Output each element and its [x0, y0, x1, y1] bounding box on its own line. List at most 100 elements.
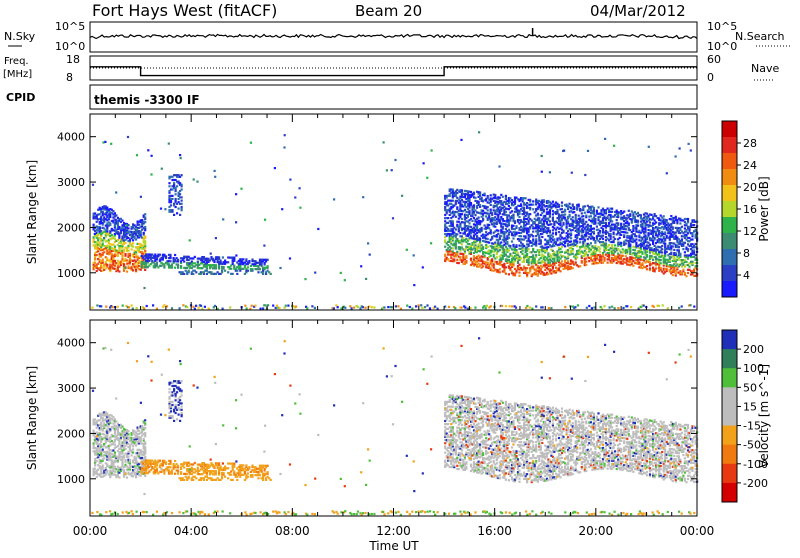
colorbar-tick-label: 24 — [743, 159, 757, 172]
heatmap-cell — [499, 271, 501, 273]
heatmap-cell — [181, 188, 183, 190]
heatmap-cell — [434, 306, 436, 308]
heatmap-cell — [572, 204, 574, 206]
heatmap-cell — [681, 226, 683, 228]
colorbar-cell — [722, 185, 737, 202]
heatmap-cell — [559, 258, 561, 260]
heatmap-cell — [564, 213, 566, 215]
heatmap-cell — [574, 306, 576, 308]
heatmap-cell — [558, 267, 560, 269]
heatmap-cell — [391, 306, 393, 308]
heatmap-cell — [553, 257, 555, 259]
heatmap-cell — [135, 269, 137, 271]
heatmap-cell — [629, 229, 631, 231]
heatmap-cell — [616, 219, 618, 221]
nsky-trace — [90, 35, 697, 39]
heatmap-cell — [437, 308, 439, 310]
heatmap-cell — [679, 222, 681, 224]
heatmap-cell — [584, 223, 586, 225]
heatmap-cell — [505, 228, 507, 230]
nsearch-label: N.Search — [735, 30, 785, 43]
heatmap-cell — [553, 251, 555, 253]
heatmap-cell — [614, 238, 616, 240]
heatmap-cell — [452, 189, 454, 191]
heatmap-cell — [270, 273, 272, 275]
heatmap-cell — [478, 131, 480, 133]
heatmap-cell — [505, 211, 507, 213]
heatmap-cell — [132, 308, 134, 310]
heatmap-cell — [646, 268, 648, 270]
heatmap-cell — [611, 211, 613, 213]
heatmap-cell — [520, 257, 522, 259]
heatmap-cell — [135, 251, 137, 253]
heatmap-cell — [168, 185, 170, 187]
heatmap-cell — [132, 242, 134, 244]
heatmap-cell — [171, 195, 173, 197]
heatmap-cell — [478, 201, 480, 203]
heatmap-cell — [567, 256, 569, 258]
heatmap-cell — [387, 306, 389, 308]
heatmap-cell — [613, 232, 615, 234]
heatmap-cell — [111, 234, 113, 236]
heatmap-cell — [181, 184, 183, 186]
heatmap-cell — [493, 254, 495, 256]
heatmap-cell — [91, 307, 93, 309]
colorbar-cell — [722, 121, 737, 138]
heatmap-cell — [455, 228, 457, 230]
heatmap-cell — [369, 254, 371, 256]
heatmap-cell — [552, 201, 554, 203]
heatmap-cell — [143, 287, 145, 289]
heatmap-cell — [235, 254, 237, 256]
heatmap-cell — [136, 154, 138, 156]
heatmap-cell — [233, 257, 235, 259]
heatmap-cell — [193, 178, 195, 180]
heatmap-cell — [644, 234, 646, 236]
heatmap-cell — [590, 242, 592, 244]
heatmap-cell — [596, 210, 598, 212]
heatmap-cell — [306, 307, 308, 309]
heatmap-cell — [401, 195, 403, 197]
heatmap-cell — [561, 208, 563, 210]
heatmap-cell — [663, 236, 665, 238]
colorbar-tick-label: 4 — [743, 269, 750, 282]
heatmap-cell — [176, 212, 178, 214]
heatmap-cell — [485, 307, 487, 309]
heatmap-cell — [637, 220, 639, 222]
heatmap-cell — [102, 211, 104, 213]
heatmap-cell — [383, 141, 385, 143]
heatmap-cell — [97, 469, 99, 471]
heatmap-cell — [140, 231, 142, 233]
heatmap-cell — [175, 206, 177, 208]
heatmap-cell — [485, 215, 487, 217]
heatmap-cell — [161, 262, 163, 264]
heatmap-cell — [687, 272, 689, 274]
heatmap-cell — [474, 307, 476, 309]
heatmap-cell — [333, 307, 335, 309]
heatmap-cell — [430, 242, 432, 244]
heatmap-cell — [175, 193, 177, 195]
heatmap-cell — [452, 220, 454, 222]
colorbar-cell — [722, 249, 737, 266]
heatmap-cell — [603, 305, 605, 307]
heatmap-cell — [579, 241, 581, 243]
heatmap-cell — [195, 271, 197, 273]
heatmap-cell — [541, 171, 543, 173]
heatmap-cell — [250, 142, 252, 144]
heatmap-cell — [585, 251, 587, 253]
heatmap-cell — [649, 221, 651, 223]
heatmap-cell — [630, 306, 632, 308]
heatmap-cell — [105, 467, 107, 469]
heatmap-cell — [505, 254, 507, 256]
heatmap-cell — [548, 307, 550, 309]
heatmap-cell — [494, 242, 496, 244]
heatmap-cell — [484, 224, 486, 226]
heatmap-cell — [351, 307, 353, 309]
heatmap-cell — [508, 214, 510, 216]
heatmap-cell — [682, 269, 684, 271]
heatmap-cell — [465, 260, 467, 262]
heatmap-cell — [496, 256, 498, 258]
heatmap-cell — [532, 208, 534, 210]
heatmap-cell — [467, 308, 469, 310]
